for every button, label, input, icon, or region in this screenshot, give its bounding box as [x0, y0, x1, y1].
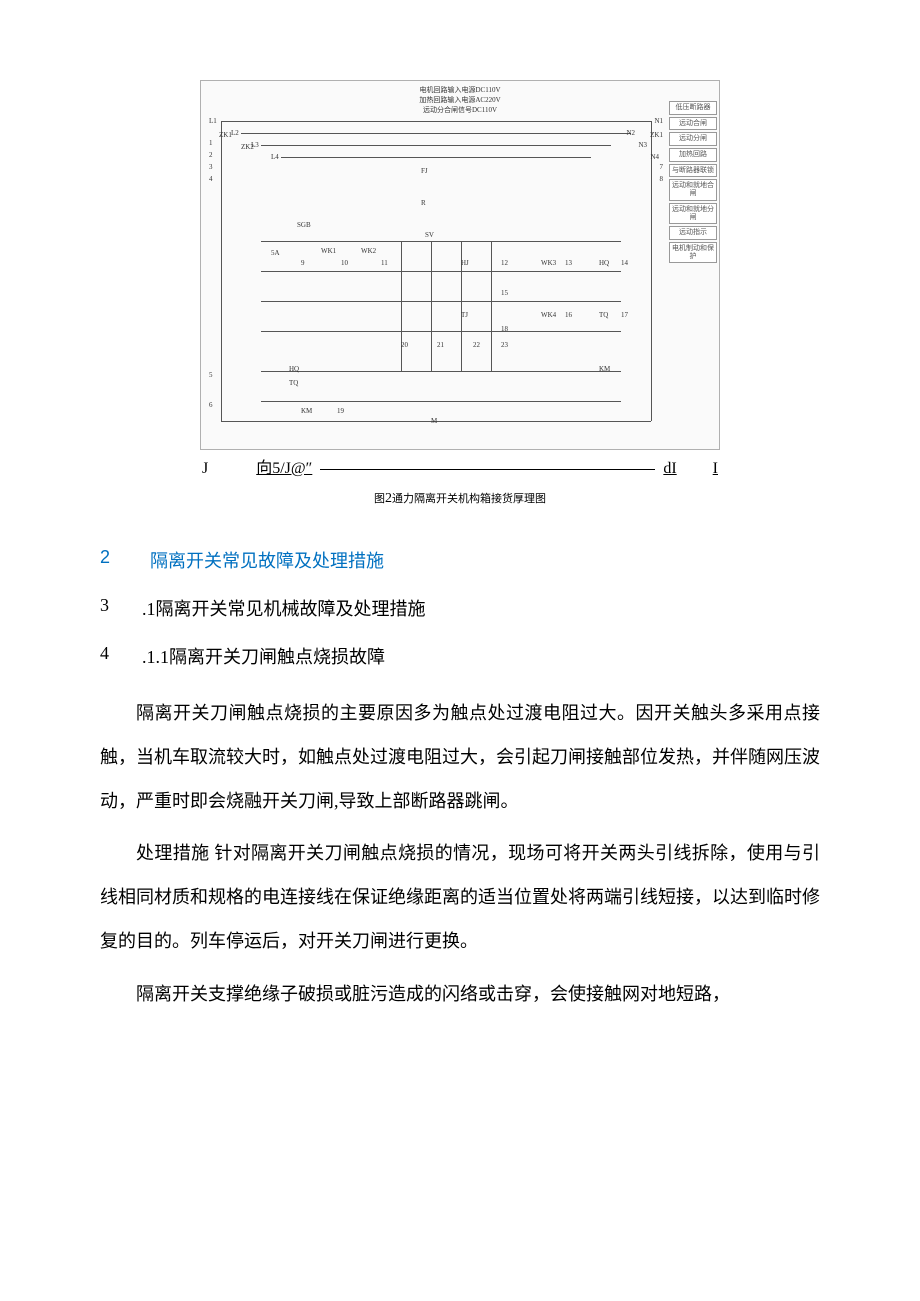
pin-number: 4 — [209, 175, 213, 183]
component-label: WK4 — [541, 311, 556, 319]
footer-token: 向5/J@″ — [256, 454, 312, 478]
pin-number: 3 — [209, 163, 213, 171]
node-number: 22 — [473, 341, 480, 349]
terminal-label: N4 — [650, 153, 659, 161]
pin-number: 8 — [660, 175, 664, 183]
legend-item: 加热回路 — [669, 148, 717, 162]
caption-prefix: 图 — [374, 493, 385, 505]
body-paragraph: 隔离开关支撑绝缘子破损或脏污造成的闪络或击穿，会使接触网对地短路， — [100, 972, 820, 1016]
node-number: 13 — [565, 259, 572, 267]
pin-number: 6 — [209, 401, 213, 409]
legend-item: 远动和就地合闸 — [669, 179, 717, 200]
legend-item: 远动指示 — [669, 226, 717, 240]
body-paragraph: 隔离开关刀闸触点烧损的主要原因多为触点处过渡电阻过大。因开关触头多采用点接触，当… — [100, 691, 820, 823]
component-label: TQ — [599, 311, 608, 319]
pin-number: 1 — [209, 139, 213, 147]
component-label: FJ — [421, 167, 428, 175]
heading-text: 隔离开关常见故障及处理措施 — [150, 547, 384, 573]
component-label: 5A — [271, 249, 280, 257]
component-label: WK3 — [541, 259, 556, 267]
legend-item: 与断路器联锁 — [669, 164, 717, 178]
component-label: KM — [599, 365, 610, 373]
component-label: HQ — [289, 365, 299, 373]
node-number: 14 — [621, 259, 628, 267]
sub-text: .1隔离开关常见机械故障及处理措施 — [142, 595, 426, 621]
diagram-top-label: 加热回路输入电源AC220V — [201, 95, 719, 105]
diagram-legend: 低压断路器 远动合闸 远动分闸 加热回路 与断路器联锁 远动和就地合闸 远动和就… — [669, 101, 717, 263]
caption-number: 2 — [385, 491, 392, 506]
component-label: SV — [425, 231, 434, 239]
component-label: R — [421, 199, 426, 207]
component-label: WK2 — [361, 247, 376, 255]
subsection-line: 3 .1隔离开关常见机械故障及处理措施 — [100, 595, 820, 621]
zk-label: ZK1 — [219, 131, 232, 139]
page: 电机回路输入电源DC110V 加热回路输入电源AC220V 远动分合闸信号DC1… — [0, 0, 920, 1078]
footer-token: I — [713, 460, 718, 478]
node-number: 21 — [437, 341, 444, 349]
diagram-footer-row: J 向5/J@″ dI I — [200, 450, 720, 478]
node-number: 20 — [401, 341, 408, 349]
component-label: TJ — [461, 311, 468, 319]
terminal-label: N3 — [638, 141, 647, 149]
terminal-label: L4 — [271, 153, 279, 161]
pin-number: 5 — [209, 371, 213, 379]
sub-number: 4 — [100, 643, 120, 669]
caption-text: 通力隔离开关机构箱接货厚理图 — [392, 493, 546, 505]
diagram-top-label: 电机回路输入电源DC110V — [201, 85, 719, 95]
sub-number: 3 — [100, 595, 120, 621]
figure-caption: 图2通力隔离开关机构箱接货厚理图 — [100, 490, 820, 507]
terminal-label: N2 — [626, 129, 635, 137]
node-number: 15 — [501, 289, 508, 297]
component-label: HQ — [599, 259, 609, 267]
body-paragraph: 处理措施 针对隔离开关刀闸触点烧损的情况，现场可将开关两头引线拆除，使用与引线相… — [100, 831, 820, 963]
legend-item: 电机制动和保护 — [669, 242, 717, 263]
pin-number: 2 — [209, 151, 213, 159]
sub-text: .1.1隔离开关刀闸触点烧损故障 — [142, 643, 385, 669]
schematic-diagram: 电机回路输入电源DC110V 加热回路输入电源AC220V 远动分合闸信号DC1… — [200, 80, 720, 450]
component-label: SGB — [297, 221, 311, 229]
component-label: TQ — [289, 379, 298, 387]
node-number: 9 — [301, 259, 305, 267]
node-number: 17 — [621, 311, 628, 319]
pin-number: 7 — [660, 163, 664, 171]
legend-item: 低压断路器 — [669, 101, 717, 115]
diagram-top-label: 远动分合闸信号DC110V — [201, 105, 719, 115]
zk-label: ZK1 — [650, 131, 663, 139]
component-label: M — [431, 417, 437, 425]
node-number: 12 — [501, 259, 508, 267]
component-label: KM — [301, 407, 312, 415]
node-number: 18 — [501, 325, 508, 333]
legend-item: 远动合闸 — [669, 117, 717, 131]
legend-item: 远动分闸 — [669, 132, 717, 146]
heading-number: 2 — [100, 547, 120, 573]
footer-token: J — [202, 460, 208, 478]
subsection-line: 4 .1.1隔离开关刀闸触点烧损故障 — [100, 643, 820, 669]
node-number: 11 — [381, 259, 388, 267]
figure-block: 电机回路输入电源DC110V 加热回路输入电源AC220V 远动分合闸信号DC1… — [200, 80, 720, 478]
node-number: 16 — [565, 311, 572, 319]
zk-label: ZK2 — [241, 143, 254, 151]
node-number: 19 — [337, 407, 344, 415]
legend-item: 远动和就地分闸 — [669, 203, 717, 224]
footer-token: dI — [663, 460, 676, 478]
component-label: WK1 — [321, 247, 336, 255]
terminal-label: N1 — [654, 117, 663, 125]
component-label: HJ — [461, 259, 469, 267]
node-number: 10 — [341, 259, 348, 267]
terminal-label: L1 — [209, 117, 217, 125]
node-number: 23 — [501, 341, 508, 349]
section-heading: 2 隔离开关常见故障及处理措施 — [100, 547, 820, 573]
terminal-label: L2 — [231, 129, 239, 137]
